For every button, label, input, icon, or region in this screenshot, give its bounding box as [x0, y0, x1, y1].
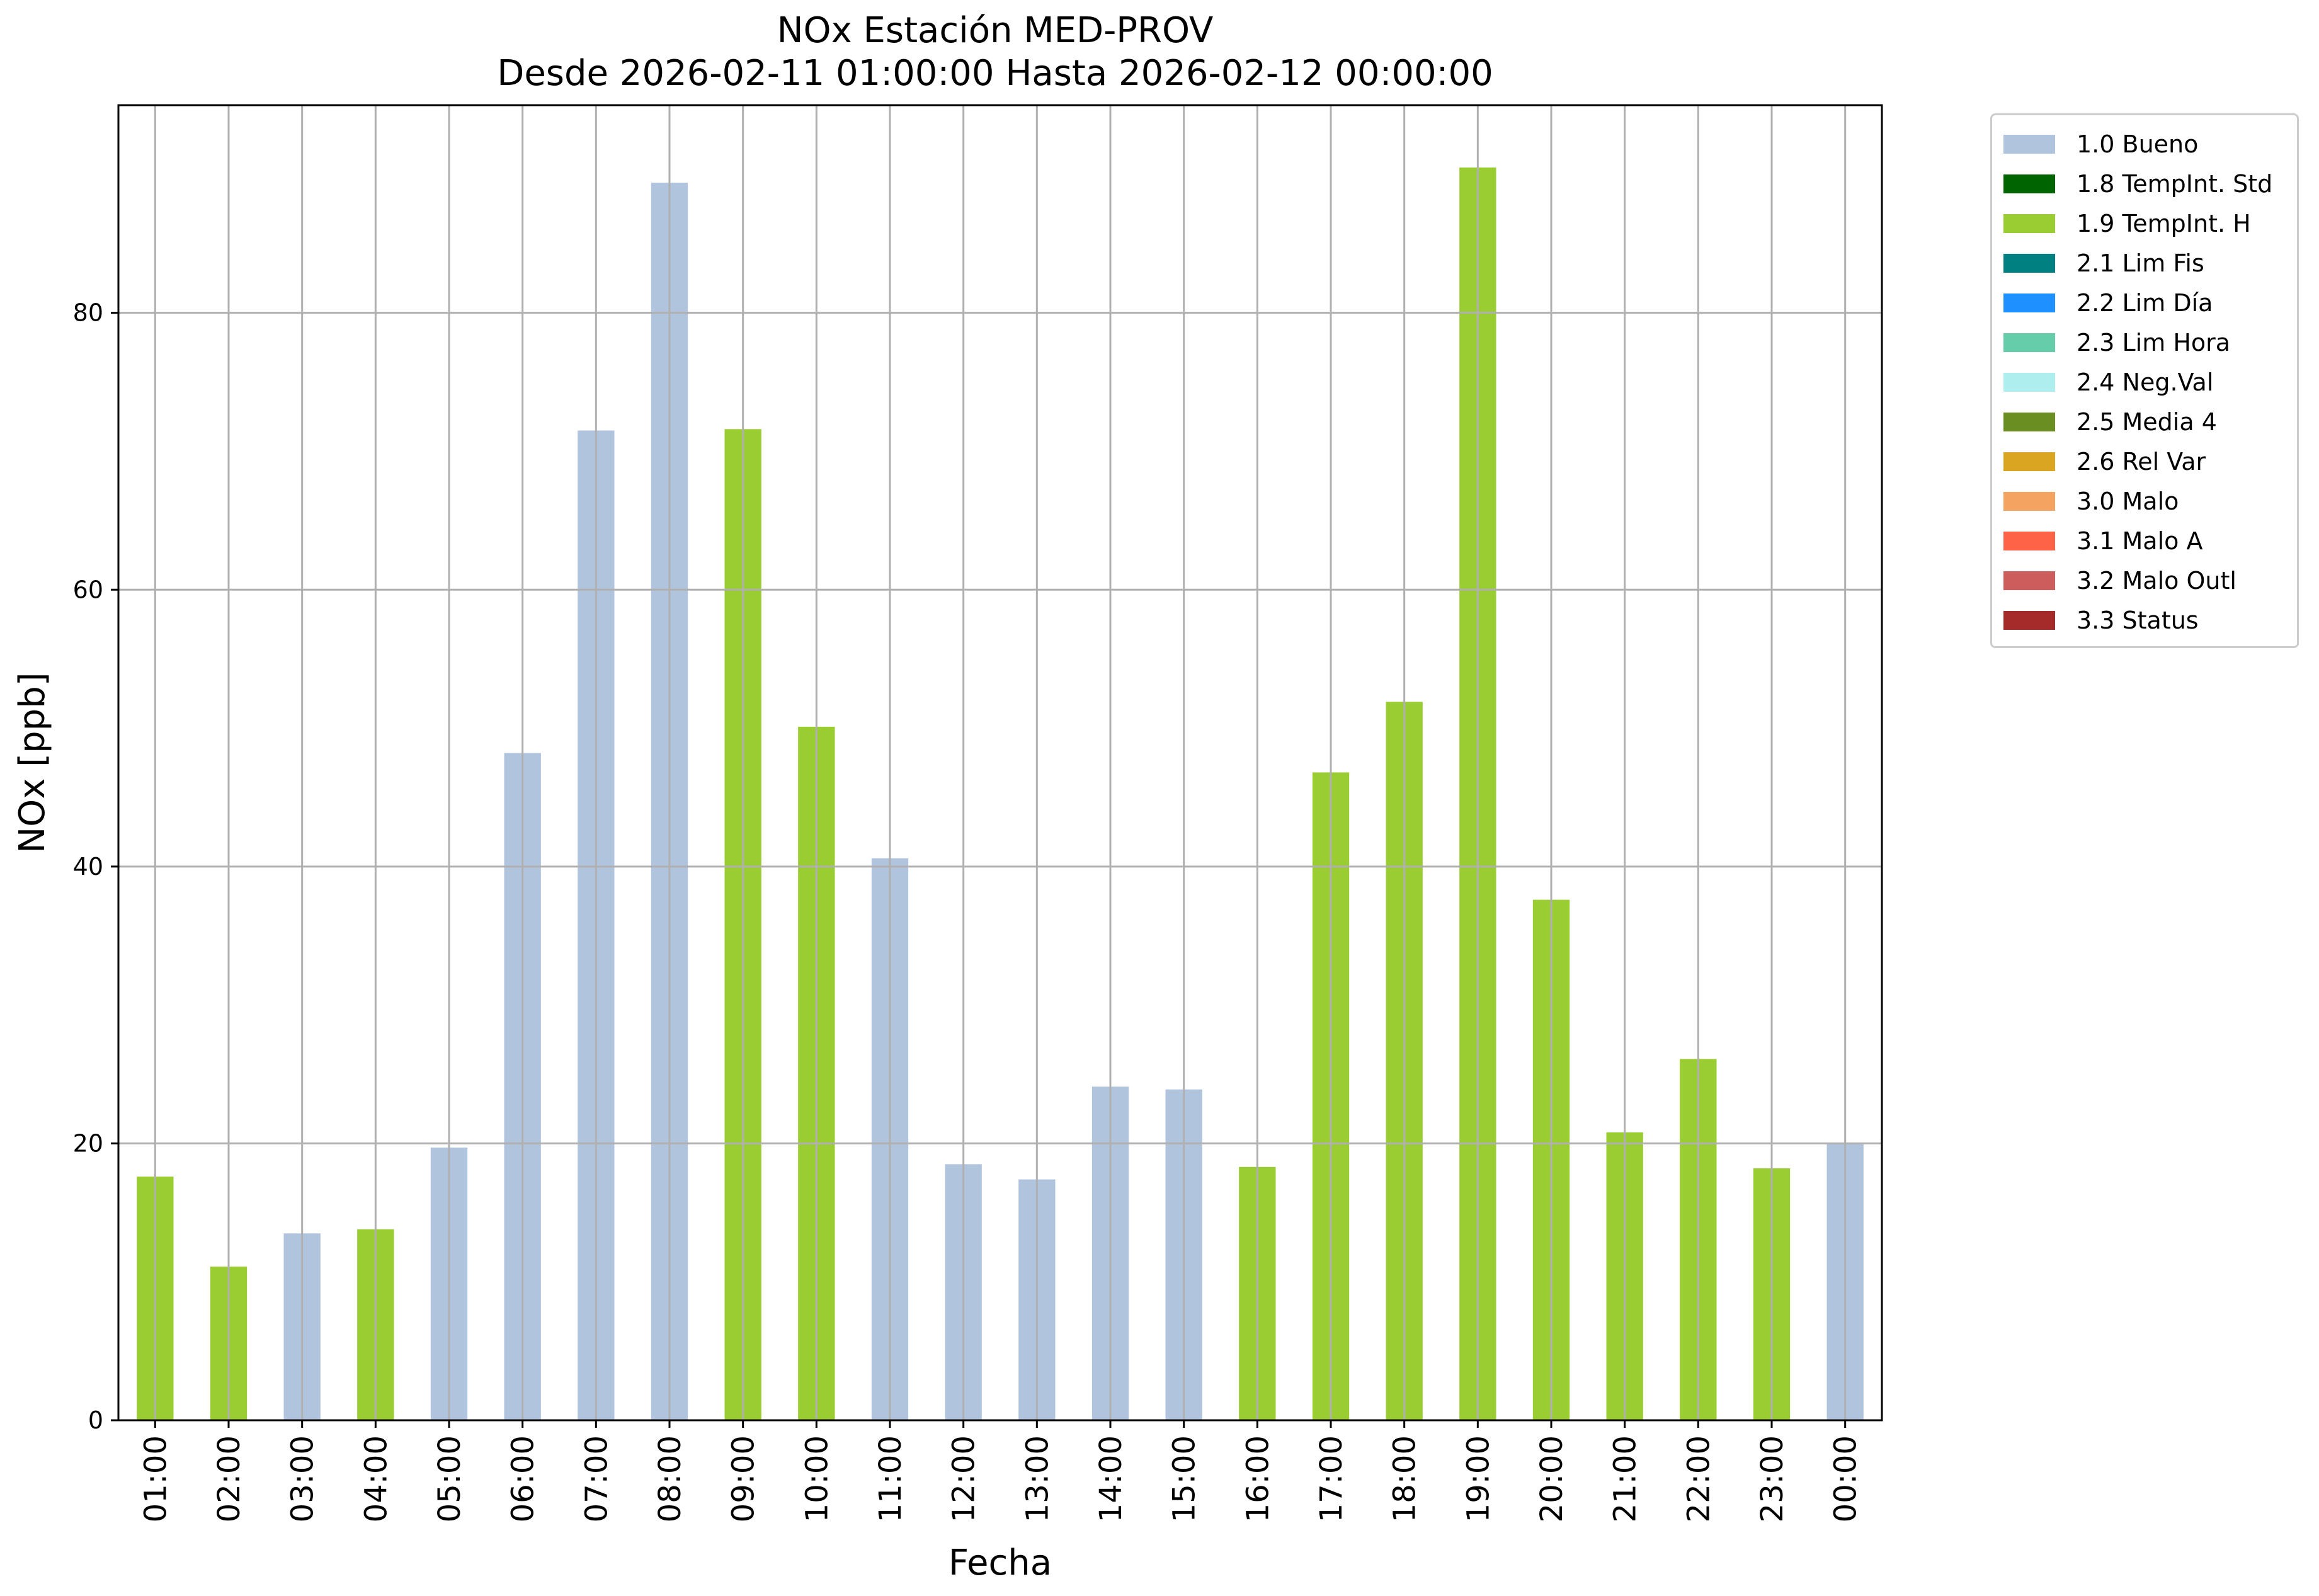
- x-tick-label: 08:00: [652, 1435, 688, 1522]
- x-tick-label: 00:00: [1828, 1435, 1864, 1522]
- x-axis-label: Fecha: [949, 1542, 1052, 1583]
- x-tick-label: 19:00: [1461, 1435, 1496, 1522]
- legend-item: 2.3 Lim Hora: [1992, 322, 2297, 362]
- x-tick-label: 15:00: [1167, 1435, 1202, 1522]
- legend-swatch: [2003, 531, 2055, 550]
- x-tick-label: 12:00: [947, 1435, 982, 1522]
- legend-swatch: [2003, 174, 2055, 193]
- legend-item: 2.5 Media 4: [1992, 402, 2297, 442]
- x-tick-label: 09:00: [726, 1435, 761, 1522]
- x-tick-label: 21:00: [1608, 1435, 1643, 1522]
- x-tick-label: 23:00: [1755, 1435, 1790, 1522]
- y-tick-label: 20: [73, 1129, 103, 1157]
- legend-label: 1.9 TempInt. H: [2077, 209, 2251, 237]
- plot-frame: [117, 104, 1883, 1422]
- legend-swatch: [2003, 491, 2055, 511]
- x-tick-label: 01:00: [138, 1435, 173, 1522]
- legend-swatch: [2003, 253, 2055, 273]
- y-tick-label: 80: [73, 299, 103, 327]
- legend-item: 3.0 Malo: [1992, 481, 2297, 521]
- legend-item: 1.9 TempInt. H: [1992, 203, 2297, 243]
- legend-label: 2.4 Neg.Val: [2077, 368, 2214, 396]
- legend-label: 3.3 Status: [2077, 606, 2199, 634]
- legend-swatch: [2003, 452, 2055, 471]
- bar-chart: 0 20 40 60 80 01:00 02:00 03:00 04:00 05:00 06:00 0…: [12, 104, 1883, 1583]
- legend-item: 3.3 Status: [1992, 600, 2297, 640]
- legend-item: 2.2 Lim Día: [1992, 283, 2297, 322]
- x-tick-label: 04:00: [358, 1435, 394, 1522]
- legend-label: 3.0 Malo: [2077, 487, 2179, 515]
- legend-item: 2.4 Neg.Val: [1992, 362, 2297, 402]
- x-tick-label: 02:00: [212, 1435, 247, 1522]
- legend-label: 2.5 Media 4: [2077, 408, 2217, 436]
- chart-title: NOx Estación MED-PROV: [777, 10, 1214, 51]
- x-tick-label: 22:00: [1681, 1435, 1716, 1522]
- legend-label: 2.1 Lim Fis: [2077, 249, 2204, 277]
- x-tick-label: 18:00: [1387, 1435, 1423, 1522]
- y-tick-label: 40: [73, 853, 103, 881]
- x-tick-label: 06:00: [506, 1435, 541, 1522]
- x-tick-label: 13:00: [1020, 1435, 1055, 1522]
- legend-swatch: [2003, 333, 2055, 352]
- legend-label: 2.6 Rel Var: [2077, 447, 2206, 476]
- legend-swatch: [2003, 571, 2055, 590]
- y-axis-label: NOx [ppb]: [12, 672, 53, 853]
- legend-label: 1.0 Bueno: [2077, 130, 2199, 158]
- x-tick-label: 20:00: [1534, 1435, 1570, 1522]
- x-tick-label: 10:00: [799, 1435, 835, 1522]
- legend-item: 3.2 Malo Outl: [1992, 561, 2297, 600]
- legend-swatch: [2003, 214, 2055, 233]
- legend: 1.0 Bueno 1.8 TempInt. Std 1.9 TempInt. H 2…: [1990, 113, 2299, 648]
- x-tick-label: 11:00: [873, 1435, 908, 1522]
- legend-swatch: [2003, 412, 2055, 431]
- legend-label: 2.2 Lim Día: [2077, 288, 2213, 317]
- legend-swatch: [2003, 372, 2055, 392]
- legend-label: 2.3 Lim Hora: [2077, 328, 2231, 356]
- legend-label: 1.8 TempInt. Std: [2077, 169, 2273, 198]
- x-tick-label: 03:00: [285, 1435, 321, 1522]
- x-tick-label: 14:00: [1093, 1435, 1129, 1522]
- legend-item: 2.1 Lim Fis: [1992, 243, 2297, 283]
- y-tick-label: 60: [73, 576, 103, 603]
- x-tick-label: 16:00: [1240, 1435, 1275, 1522]
- legend-swatch: [2003, 134, 2055, 154]
- legend-item: 2.6 Rel Var: [1992, 442, 2297, 481]
- chart-subtitle: Desde 2026-02-11 01:00:00 Hasta 2026-02-…: [497, 53, 1493, 94]
- legend-label: 3.2 Malo Outl: [2077, 566, 2236, 595]
- legend-label: 3.1 Malo A: [2077, 527, 2203, 555]
- legend-swatch: [2003, 293, 2055, 312]
- legend-swatch: [2003, 610, 2055, 630]
- x-tick-label: 17:00: [1314, 1435, 1349, 1522]
- y-tick-label: 0: [88, 1406, 103, 1434]
- x-tick-label: 05:00: [432, 1435, 467, 1522]
- legend-item: 3.1 Malo A: [1992, 521, 2297, 561]
- legend-item: 1.0 Bueno: [1992, 124, 2297, 164]
- x-tick-label: 07:00: [579, 1435, 614, 1522]
- legend-item: 1.8 TempInt. Std: [1992, 164, 2297, 203]
